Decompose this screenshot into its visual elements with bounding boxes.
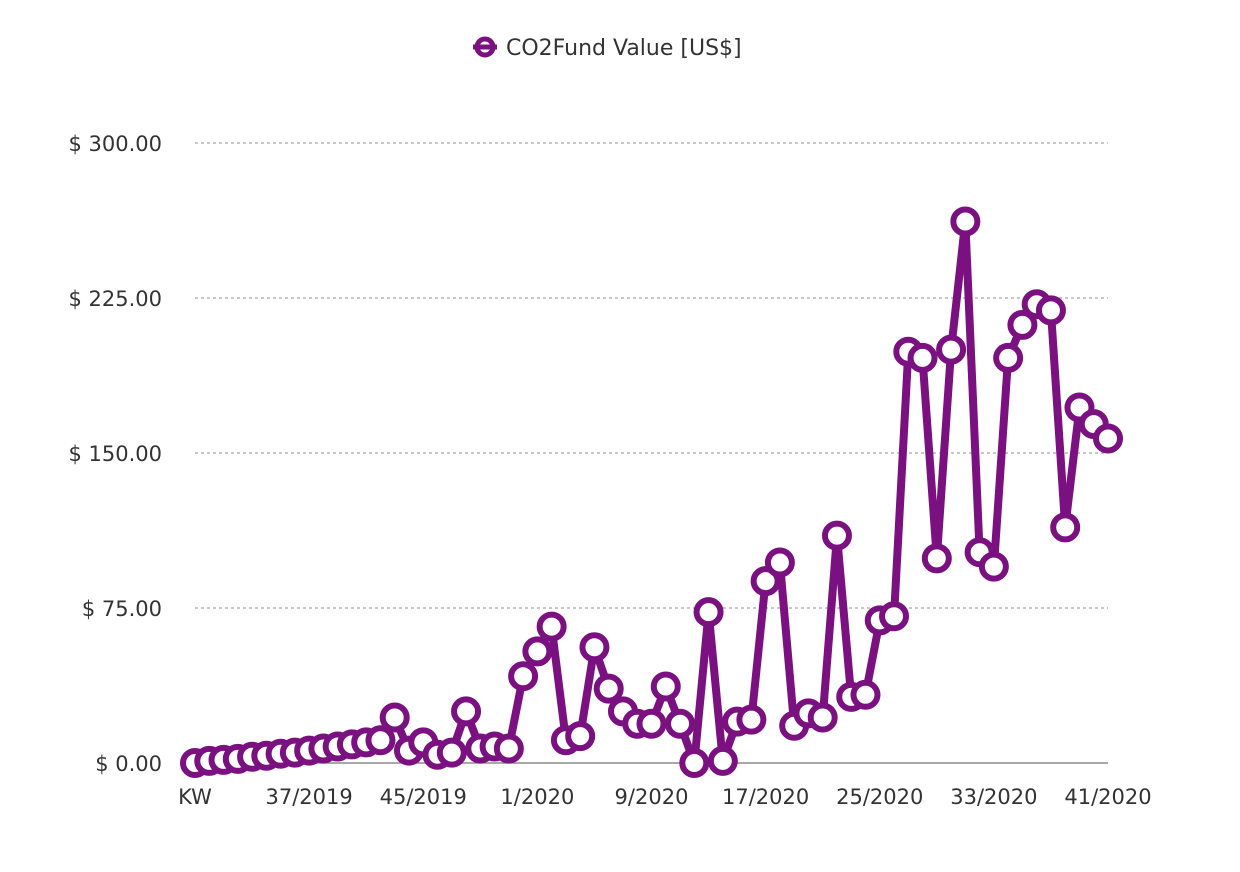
data-point[interactable] — [565, 721, 596, 752]
data-point[interactable] — [750, 566, 781, 597]
data-point[interactable] — [707, 745, 738, 776]
x-tick-label: 1/2020 — [500, 785, 574, 809]
data-point[interactable] — [1050, 512, 1081, 543]
data-point[interactable] — [764, 547, 795, 578]
data-point[interactable] — [736, 704, 767, 735]
data-point[interactable] — [879, 601, 910, 632]
series-line — [191, 217, 1112, 767]
series-co2fund — [180, 206, 1123, 778]
x-tick-label: 17/2020 — [722, 785, 809, 809]
data-point[interactable] — [693, 597, 724, 628]
data-point[interactable] — [807, 702, 838, 733]
data-point[interactable] — [436, 737, 467, 768]
x-tick-label: KW — [178, 785, 212, 809]
data-point[interactable] — [993, 342, 1024, 373]
gridlines — [195, 142, 1108, 764]
y-tick-label: $ 0.00 — [95, 752, 162, 776]
data-point[interactable] — [536, 611, 567, 642]
legend-label: CO2Fund Value [US$] — [506, 36, 742, 61]
data-point[interactable] — [907, 342, 938, 373]
x-tick-label: 9/2020 — [615, 785, 689, 809]
y-tick-label: $ 225.00 — [68, 287, 162, 311]
data-point[interactable] — [936, 334, 967, 365]
data-point[interactable] — [379, 702, 410, 733]
data-point[interactable] — [921, 543, 952, 574]
x-tick-label: 37/2019 — [266, 785, 353, 809]
legend[interactable]: CO2Fund Value [US$] — [474, 36, 742, 61]
data-point[interactable] — [978, 551, 1009, 582]
data-point[interactable] — [522, 636, 553, 667]
data-point[interactable] — [665, 708, 696, 739]
data-point[interactable] — [365, 725, 396, 756]
x-tick-label: 33/2020 — [950, 785, 1037, 809]
y-tick-label: $ 75.00 — [82, 597, 162, 621]
y-axis-tick-labels: $ 0.00 $ 75.00 $ 150.00 $ 225.00 $ 300.00 — [68, 132, 162, 776]
data-point[interactable] — [1035, 295, 1066, 326]
x-tick-label: 45/2019 — [380, 785, 467, 809]
data-point[interactable] — [493, 733, 524, 764]
data-point[interactable] — [1093, 423, 1123, 454]
data-point[interactable] — [451, 696, 482, 727]
data-point[interactable] — [821, 520, 852, 551]
data-point[interactable] — [579, 632, 610, 663]
x-axis-tick-labels: KW 37/2019 45/2019 1/2020 9/2020 17/2020 25/20… — [178, 785, 1152, 809]
x-tick-label: 41/2020 — [1064, 785, 1151, 809]
data-point[interactable] — [593, 673, 624, 704]
data-point[interactable] — [1007, 309, 1038, 340]
data-point[interactable] — [636, 708, 667, 739]
data-point[interactable] — [650, 671, 681, 702]
data-point[interactable] — [950, 206, 981, 237]
data-point[interactable] — [850, 679, 881, 710]
y-tick-label: $ 300.00 — [68, 132, 162, 156]
data-point[interactable] — [679, 748, 710, 778]
y-tick-label: $ 150.00 — [68, 442, 162, 466]
x-tick-label: 25/2020 — [836, 785, 923, 809]
data-point[interactable] — [508, 661, 539, 692]
